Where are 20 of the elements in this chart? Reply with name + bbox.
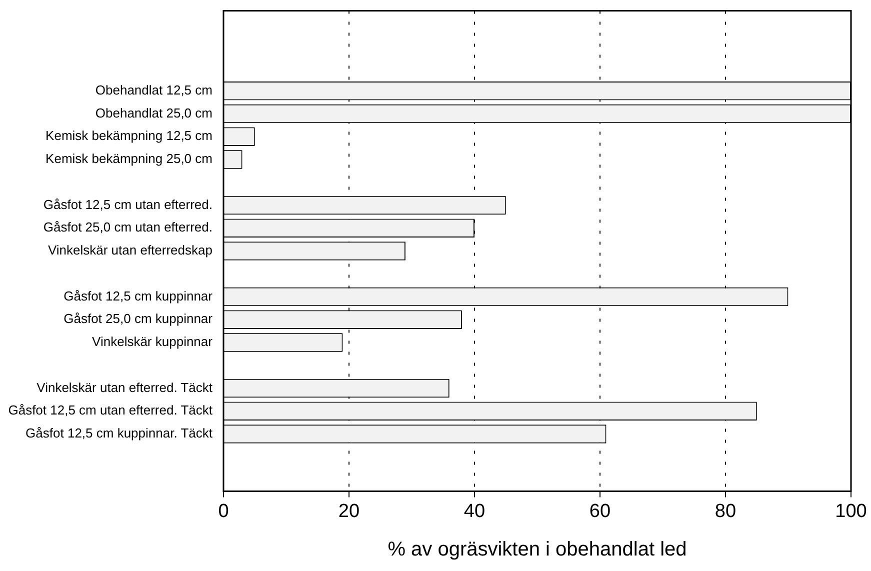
- y-tick-label: Gåsfot 25,0 cm utan efterred.: [43, 220, 212, 235]
- y-tick-label: Gåsfot 12,5 cm kuppinnar: [64, 288, 214, 304]
- y-tick-label: Gåsfot 25,0 cm kuppinnar: [64, 311, 214, 326]
- y-tick-label: Kemisk bekämpning 25,0 cm: [46, 151, 212, 166]
- y-tick-label: Vinkelskär kuppinnar: [92, 334, 214, 350]
- y-tick-label: Gåsfot 12,5 cm kuppinnar. Täckt: [26, 426, 213, 441]
- x-tick-label: 20: [338, 500, 360, 522]
- x-tick-label: 0: [218, 500, 229, 522]
- y-tick-label: Obehandlat 12,5 cm: [95, 82, 212, 98]
- y-tick-label: Gåsfot 12,5 cm utan efterred.: [43, 196, 212, 212]
- x-tick-label: 60: [589, 500, 611, 522]
- y-tick-label: Gåsfot 12,5 cm utan efterred. Täckt: [8, 402, 213, 418]
- y-tick-label: Vinkelskär utan efterred. Täckt: [36, 380, 213, 395]
- x-axis-title: % av ogräsvikten i obehandlat led: [388, 538, 687, 561]
- y-tick-label: Vinkelskär utan efterredskap: [48, 242, 212, 258]
- x-tick-label: 40: [464, 500, 486, 522]
- x-tick-label: 100: [835, 500, 867, 522]
- y-tick-label: Kemisk bekämpning 12,5 cm: [46, 128, 212, 144]
- x-tick-label: 80: [714, 500, 736, 522]
- y-tick-label: Obehandlat 25,0 cm: [95, 105, 212, 120]
